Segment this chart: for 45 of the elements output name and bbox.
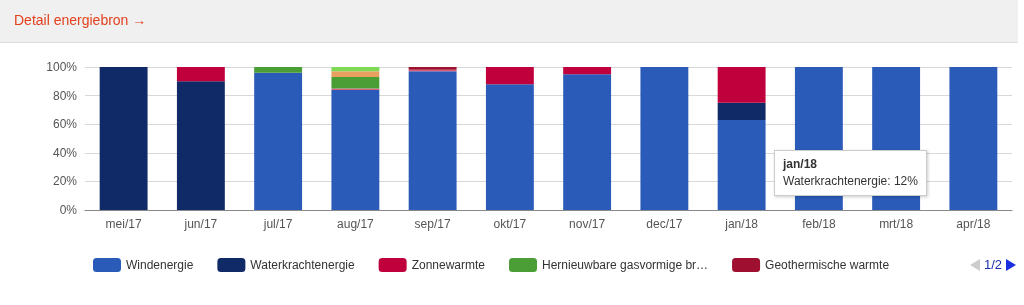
bar bbox=[717, 119, 766, 210]
bar bbox=[331, 77, 380, 89]
bar bbox=[485, 84, 534, 210]
x-tick-label: aug/17 bbox=[337, 217, 375, 231]
legend-label: Waterkrachtenergie bbox=[250, 258, 355, 272]
x-tick-label: mrt/18 bbox=[879, 217, 914, 231]
y-tick-label: 40% bbox=[52, 145, 78, 160]
bar bbox=[563, 67, 612, 75]
bar bbox=[408, 71, 457, 210]
bar bbox=[331, 67, 380, 72]
text: 1/2 bbox=[983, 257, 1002, 272]
bar bbox=[176, 67, 225, 82]
x-tick-label: jan/18 bbox=[724, 217, 759, 231]
y-tick-label: 60% bbox=[52, 117, 78, 132]
bar bbox=[563, 74, 612, 210]
legend-label: Zonnewarmte bbox=[411, 258, 486, 272]
chart-title: Detail energiebron → bbox=[14, 12, 147, 28]
legend-label: Hernieuwbare gasvormige br… bbox=[542, 258, 709, 272]
bar bbox=[717, 102, 766, 120]
bar bbox=[331, 89, 380, 210]
x-tick-label: feb/18 bbox=[802, 217, 836, 231]
bar bbox=[99, 67, 148, 210]
y-tick-label: 0% bbox=[59, 203, 78, 217]
bar bbox=[331, 71, 380, 78]
legend-label: Geothermische warmte bbox=[765, 258, 890, 272]
legend-label: Windenergie bbox=[126, 258, 194, 272]
y-tick-label: 100% bbox=[46, 60, 78, 74]
x-tick-label: mei/17 bbox=[105, 217, 142, 231]
x-tick-label: nov/17 bbox=[569, 217, 606, 231]
bar bbox=[717, 67, 766, 103]
x-tick-label: jul/17 bbox=[262, 217, 293, 231]
bar bbox=[640, 67, 689, 210]
bar bbox=[176, 81, 225, 210]
x-tick-label: jun/17 bbox=[183, 217, 218, 231]
x-tick-label: sep/17 bbox=[414, 217, 451, 231]
y-tick-label: 20% bbox=[52, 174, 78, 189]
bar bbox=[254, 72, 303, 210]
annotation: jan/18 Waterkrachtenergie: 12% bbox=[783, 156, 918, 190]
x-tick-label: dec/17 bbox=[646, 217, 683, 231]
x-tick-label: okt/17 bbox=[493, 217, 527, 231]
bar bbox=[949, 67, 998, 210]
x-tick-label: apr/18 bbox=[956, 217, 991, 231]
bar bbox=[254, 67, 303, 73]
bar bbox=[485, 67, 534, 85]
y-tick-label: 80% bbox=[52, 88, 78, 103]
